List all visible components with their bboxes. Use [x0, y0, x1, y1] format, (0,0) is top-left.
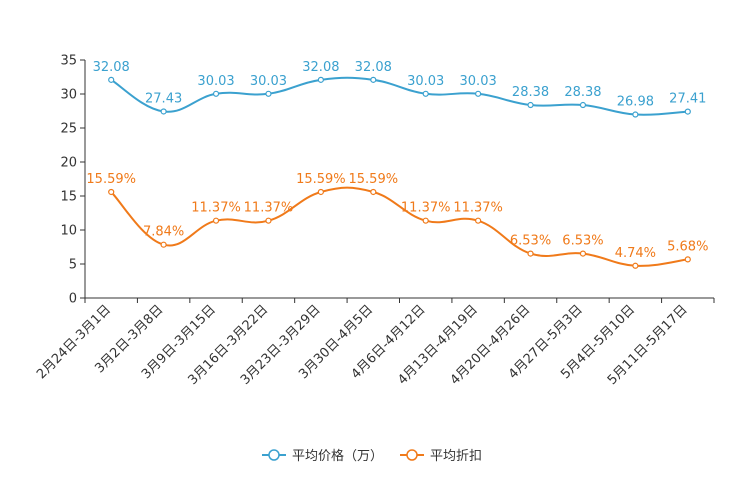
data-label: 28.38: [564, 85, 601, 100]
data-point[interactable]: [527, 101, 534, 109]
data-label: 30.03: [407, 74, 444, 89]
y-tick-label: 35: [60, 54, 77, 69]
data-label: 5.68%: [667, 239, 708, 254]
series-line: [110, 186, 688, 267]
y-tick-label: 10: [60, 224, 77, 239]
y-tick-label: 15: [60, 190, 77, 205]
data-point[interactable]: [579, 250, 587, 257]
data-label: 27.41: [669, 92, 706, 107]
data-label: 26.98: [617, 95, 654, 110]
data-point[interactable]: [160, 108, 167, 115]
data-point[interactable]: [684, 108, 691, 115]
legend-item-2[interactable]: 平均折扣: [400, 449, 482, 464]
data-label: 6.53%: [510, 234, 551, 249]
data-point[interactable]: [108, 76, 115, 83]
legend-label: 平均折扣: [430, 449, 482, 464]
data-label: 11.37%: [244, 201, 294, 216]
data-point[interactable]: [108, 188, 115, 196]
data-label: 11.37%: [191, 201, 241, 216]
data-label: 27.43: [145, 91, 182, 106]
data-point[interactable]: [632, 111, 639, 118]
data-label: 30.03: [250, 74, 287, 89]
y-tick-label: 25: [60, 122, 77, 137]
data-label: 6.53%: [562, 234, 603, 249]
data-point[interactable]: [422, 217, 429, 224]
data-point[interactable]: [422, 90, 429, 97]
data-label: 30.03: [460, 74, 497, 89]
data-point[interactable]: [370, 76, 377, 83]
y-tick-label: 30: [60, 88, 77, 103]
data-label: 11.37%: [401, 201, 451, 216]
series-line: [110, 76, 688, 116]
data-point[interactable]: [579, 101, 587, 109]
data-point[interactable]: [265, 90, 272, 97]
data-label: 30.03: [197, 74, 234, 89]
data-label: 7.84%: [143, 225, 184, 240]
data-label: 32.08: [302, 60, 339, 75]
y-tick-label: 0: [69, 292, 77, 307]
y-tick-label: 20: [60, 156, 77, 171]
legend-item-1[interactable]: 平均价格（万）: [262, 448, 383, 464]
legend-label: 平均价格（万）: [292, 448, 383, 464]
data-label: 11.37%: [453, 201, 503, 216]
data-point[interactable]: [632, 262, 639, 269]
data-label: 32.08: [93, 60, 130, 75]
data-point[interactable]: [212, 217, 220, 224]
series-2: 15.59%7.84%11.37% 11.37%15.59% 15.59%11.37…: [86, 172, 708, 269]
data-point[interactable]: [160, 241, 167, 248]
data-label: 15.59%: [296, 172, 346, 187]
legend-marker: [406, 449, 418, 461]
data-label: 28.38: [512, 85, 549, 100]
series-1: 32.08 27.43 30.03 30.03 32.08 32.08 30.03 30.03…: [93, 60, 706, 118]
legend[interactable]: 平均价格（万） 平均折扣: [262, 448, 482, 464]
data-point[interactable]: [212, 90, 220, 97]
data-point[interactable]: [527, 250, 534, 257]
data-label: 32.08: [355, 60, 392, 75]
data-label: 15.59%: [86, 172, 136, 187]
series-layer: 32.08 27.43 30.03 30.03 32.08 32.08 30.03 30.03…: [86, 60, 708, 269]
data-label: 4.74%: [615, 246, 656, 261]
data-point[interactable]: [370, 188, 377, 196]
data-point[interactable]: [475, 90, 482, 97]
data-point[interactable]: [317, 188, 324, 196]
data-label: 15.59%: [349, 172, 399, 187]
data-point[interactable]: [265, 217, 272, 224]
data-point[interactable]: [475, 217, 482, 224]
data-point[interactable]: [684, 256, 691, 263]
legend-marker: [268, 449, 280, 461]
data-point[interactable]: [317, 76, 324, 83]
y-tick-label: 5: [69, 258, 77, 273]
axes: 051015202530352月24日-3月1日3月2日-3月8日3月9日-3月…: [34, 54, 715, 388]
